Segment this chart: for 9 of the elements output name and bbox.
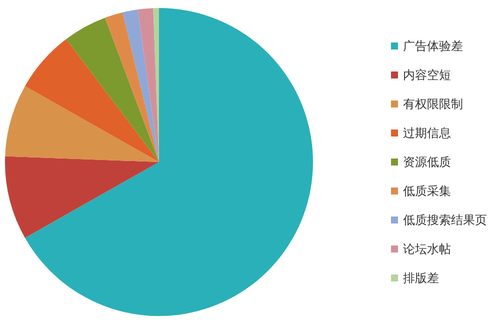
legend-label: 排版差	[403, 271, 439, 285]
legend-label: 资源低质	[403, 155, 451, 169]
legend-label: 有权限限制	[403, 97, 463, 111]
legend-label: 论坛水帖	[403, 242, 451, 256]
legend-label: 过期信息	[403, 126, 451, 140]
legend-label: 低质搜索结果页	[403, 213, 487, 227]
legend-label: 内容空短	[403, 68, 451, 82]
legend-label: 低质采集	[403, 184, 451, 198]
legend-label: 广告体验差	[403, 39, 463, 53]
